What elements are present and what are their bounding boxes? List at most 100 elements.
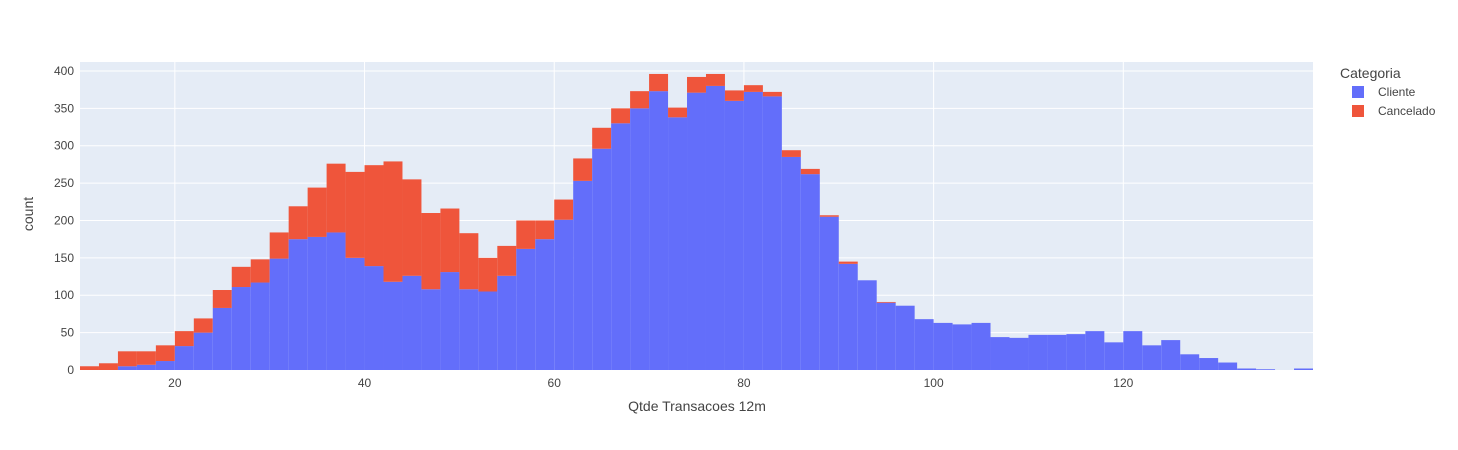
bar-cancelado[interactable] (288, 206, 308, 240)
bar-cliente[interactable] (535, 239, 555, 370)
bar-cliente[interactable] (819, 216, 839, 370)
bar-cancelado[interactable] (345, 171, 365, 258)
bar-cancelado[interactable] (554, 199, 574, 220)
bar-cliente[interactable] (1066, 334, 1086, 370)
bar-cliente[interactable] (1218, 362, 1238, 370)
bar-cancelado[interactable] (402, 179, 422, 276)
bar-cliente[interactable] (687, 92, 706, 370)
bar-cliente[interactable] (971, 322, 991, 370)
bar-cancelado[interactable] (212, 290, 232, 308)
bar-cancelado[interactable] (819, 215, 839, 217)
bar-cliente[interactable] (1142, 345, 1162, 370)
bar-cancelado[interactable] (724, 90, 744, 101)
bar-cancelado[interactable] (307, 187, 327, 237)
bar-cancelado[interactable] (573, 158, 593, 181)
bar-cliente[interactable] (1237, 368, 1257, 370)
bar-cancelado[interactable] (535, 220, 555, 240)
bar-cancelado[interactable] (743, 85, 763, 92)
bar-cliente[interactable] (1161, 340, 1181, 370)
bar-cancelado[interactable] (383, 161, 403, 282)
bar-cancelado[interactable] (611, 108, 631, 124)
bar-cliente[interactable] (402, 275, 422, 370)
bar-cliente[interactable] (895, 305, 915, 370)
bar-cliente[interactable] (307, 236, 327, 370)
bar-cancelado[interactable] (136, 351, 156, 365)
bar-cancelado[interactable] (516, 220, 536, 249)
bar-cliente[interactable] (781, 156, 801, 370)
bar-cancelado[interactable] (440, 208, 460, 273)
bar-cliente[interactable] (952, 324, 972, 370)
bar-cliente[interactable] (1199, 358, 1219, 370)
bar-cancelado[interactable] (231, 266, 251, 288)
bar-cliente[interactable] (611, 123, 631, 371)
bar-cliente[interactable] (990, 337, 1010, 370)
bar-cliente[interactable] (876, 302, 896, 370)
bar-cliente[interactable] (1294, 368, 1313, 370)
bar-cancelado[interactable] (687, 76, 706, 93)
bar-cliente[interactable] (1104, 342, 1124, 370)
bar-cliente[interactable] (212, 307, 232, 370)
bar-cliente[interactable] (440, 272, 460, 370)
bar-cliente[interactable] (1047, 334, 1067, 370)
bar-cliente[interactable] (1123, 331, 1143, 370)
bar-cliente[interactable] (459, 289, 479, 370)
bar-cliente[interactable] (136, 364, 156, 370)
bar-cancelado[interactable] (649, 73, 669, 92)
bar-cliente[interactable] (857, 280, 877, 370)
bar-cancelado[interactable] (459, 233, 479, 290)
bar-cliente[interactable] (1256, 369, 1276, 370)
bar-cliente[interactable] (554, 219, 574, 370)
bar-cliente[interactable] (250, 282, 270, 370)
bar-cancelado[interactable] (421, 213, 441, 290)
bar-cancelado[interactable] (364, 165, 384, 267)
bar-cliente[interactable] (592, 148, 612, 370)
legend-item-cliente[interactable]: Cliente (1352, 85, 1416, 99)
bar-cliente[interactable] (573, 180, 593, 370)
bar-cliente[interactable] (762, 96, 782, 370)
bar-cancelado[interactable] (630, 91, 650, 109)
bar-cancelado[interactable] (155, 345, 175, 362)
bar-cliente[interactable] (933, 322, 953, 370)
bar-cliente[interactable] (1180, 354, 1200, 370)
bar-cliente[interactable] (668, 117, 688, 370)
bar-cancelado[interactable] (269, 232, 289, 259)
bar-cliente[interactable] (838, 263, 858, 370)
bar-cliente[interactable] (630, 108, 650, 370)
bar-cliente[interactable] (1028, 334, 1048, 370)
bar-cliente[interactable] (364, 266, 384, 370)
bar-cancelado[interactable] (592, 127, 612, 149)
bar-cancelado[interactable] (838, 261, 858, 264)
bar-cancelado[interactable] (497, 245, 517, 276)
bar-cliente[interactable] (1085, 331, 1105, 370)
bar-cliente[interactable] (421, 289, 441, 370)
bar-cliente[interactable] (914, 319, 934, 370)
bar-cancelado[interactable] (668, 107, 688, 118)
bar-cliente[interactable] (288, 239, 308, 370)
bar-cancelado[interactable] (98, 363, 118, 370)
bar-cliente[interactable] (174, 346, 194, 370)
bar-cliente[interactable] (497, 275, 517, 370)
bar-cliente[interactable] (326, 232, 346, 370)
bar-cliente[interactable] (345, 257, 365, 370)
bar-cliente[interactable] (724, 100, 744, 371)
bar-cliente[interactable] (117, 366, 137, 370)
bar-cliente[interactable] (649, 91, 669, 371)
bar-cancelado[interactable] (117, 351, 137, 367)
bar-cliente[interactable] (155, 361, 175, 370)
bar-cliente[interactable] (383, 281, 403, 370)
legend-item-cancelado[interactable]: Cancelado (1352, 104, 1436, 118)
bar-cliente[interactable] (478, 291, 498, 370)
legend[interactable]: Categoria Cliente Cancelado (1340, 65, 1436, 118)
bar-cancelado[interactable] (762, 91, 782, 97)
bar-cancelado[interactable] (250, 259, 270, 283)
bar-cliente[interactable] (193, 332, 213, 370)
bar-cliente[interactable] (269, 258, 289, 370)
bar-cancelado[interactable] (174, 331, 194, 347)
bar-cancelado[interactable] (781, 150, 801, 157)
bar-cancelado[interactable] (705, 73, 725, 86)
bar-cliente[interactable] (516, 248, 536, 370)
bar-cancelado[interactable] (80, 366, 99, 370)
bar-cancelado[interactable] (326, 163, 346, 233)
bar-cancelado[interactable] (876, 301, 896, 303)
bar-cancelado[interactable] (800, 168, 820, 175)
